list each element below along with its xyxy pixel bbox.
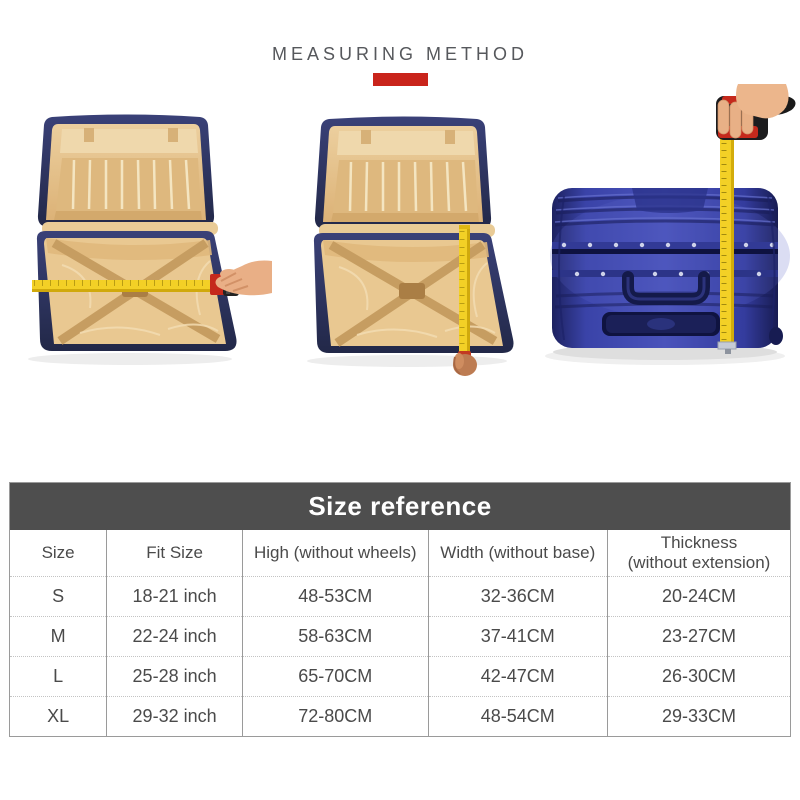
table-cell: M [10,616,107,657]
tape-measure-vertical [458,225,471,359]
col-header-fit-size: Fit Size [106,530,243,577]
photo-measure-thickness [545,84,796,365]
table-cell: 65-70CM [241,656,429,697]
table-row-s: S 18-21 inch 48-53CM 32-36CM 20-24CM [10,576,790,617]
closed-suitcase [550,188,790,348]
table-cell: 48-53CM [241,576,429,617]
size-reference-section: Size reference Size Fit Size High (witho… [9,482,791,737]
size-table: Size Fit Size High (without wheels) Widt… [10,530,790,736]
table-cell: 72-80CM [241,696,429,736]
tape-measure-vertical [717,134,737,354]
hand-holding-tape-bottom [453,353,477,376]
wheel [769,327,783,345]
floor-shadow [307,355,507,367]
table-cell: 58-63CM [241,616,429,657]
col-header-thickness: Thickness (without extension) [606,530,790,577]
table-row-l: L 25-28 inch 65-70CM 42-47CM 26-30CM [10,656,790,697]
floor-shadow [28,353,232,365]
table-header-row: Size Fit Size High (without wheels) Widt… [10,530,790,577]
col-header-high: High (without wheels) [241,530,429,577]
table-cell: 23-27CM [606,616,790,657]
tape-measure-horizontal [32,280,214,292]
col-header-width: Width (without base) [427,530,608,577]
table-cell: 25-28 inch [106,656,243,697]
hand-holding-tape-top [716,84,796,140]
photo-measure-width [28,114,272,365]
col-header-size: Size [41,543,75,563]
hand-holding-tape [210,260,272,296]
table-cell: 20-24CM [606,576,790,617]
table-cell: 29-33CM [606,696,790,736]
table-cell: 48-54CM [427,696,608,736]
open-suitcase [36,114,237,351]
page-title: MEASURING METHOD [271,44,528,64]
table-cell: 37-41CM [427,616,608,657]
table-cell: XL [10,696,107,736]
header: MEASURING METHOD [0,44,800,86]
photo-measure-height [307,116,514,376]
open-suitcase [313,116,514,353]
table-row-xl: XL 29-32 inch 72-80CM 48-54CM 29-33CM [10,696,790,736]
table-cell: 32-36CM [427,576,608,617]
table-cell: S [10,576,107,617]
table-cell: 26-30CM [606,656,790,697]
table-cell: L [10,656,107,697]
title-underline [372,73,428,86]
size-table-title: Size reference [10,483,790,530]
table-cell: 22-24 inch [106,616,243,657]
table-cell: 42-47CM [427,656,608,697]
table-row-m: M 22-24 inch 58-63CM 37-41CM 23-27CM [10,616,790,657]
table-cell: 18-21 inch [106,576,243,617]
table-cell: 29-32 inch [106,696,243,736]
